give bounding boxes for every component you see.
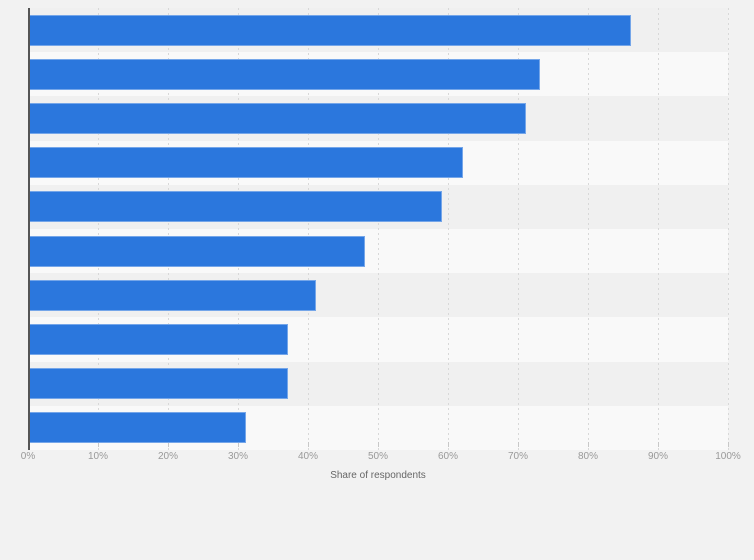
bar[interactable] — [29, 147, 463, 179]
grid-line — [97, 8, 99, 450]
plot-area — [28, 8, 729, 450]
x-tick-label: 40% — [297, 451, 318, 462]
grid-line — [447, 8, 449, 450]
bar[interactable] — [29, 58, 540, 90]
x-axis-tick — [98, 442, 99, 447]
bar[interactable] — [29, 368, 288, 400]
grid-line — [237, 8, 239, 450]
grid-line — [377, 8, 379, 450]
x-tick-label: 50% — [367, 451, 388, 462]
x-axis-tick — [308, 442, 309, 447]
bar[interactable] — [29, 324, 288, 355]
x-tick-label: 0% — [20, 451, 36, 462]
bar[interactable] — [29, 103, 526, 134]
grid-line — [657, 8, 659, 450]
x-tick-label: 60% — [437, 451, 458, 462]
x-axis-title: Share of respondents — [330, 470, 426, 481]
grid-line — [727, 8, 729, 450]
x-tick-label: 30% — [227, 451, 248, 462]
x-tick-label: 100% — [715, 451, 741, 462]
x-axis-tick — [448, 442, 449, 447]
x-axis-tick — [238, 442, 239, 447]
bar[interactable] — [29, 191, 442, 223]
grid-line — [517, 8, 519, 450]
x-axis-tick — [378, 442, 379, 447]
grid-line — [587, 8, 589, 450]
grid-line — [307, 8, 309, 450]
x-axis-tick — [168, 442, 169, 447]
bar[interactable] — [29, 235, 365, 267]
x-tick-label: 10% — [87, 451, 108, 462]
y-axis-line — [28, 8, 30, 450]
grid-line — [167, 8, 169, 450]
x-axis-tick — [658, 442, 659, 447]
bar[interactable] — [29, 412, 246, 444]
x-tick-label: 20% — [157, 451, 178, 462]
bar[interactable] — [29, 279, 316, 311]
x-tick-label: 70% — [507, 451, 528, 462]
x-tick-label: 90% — [647, 451, 668, 462]
bar[interactable] — [29, 14, 631, 46]
x-axis-tick — [518, 442, 519, 447]
x-tick-label: 80% — [577, 451, 598, 462]
x-axis-tick — [588, 442, 589, 447]
x-axis-tick — [728, 442, 729, 447]
